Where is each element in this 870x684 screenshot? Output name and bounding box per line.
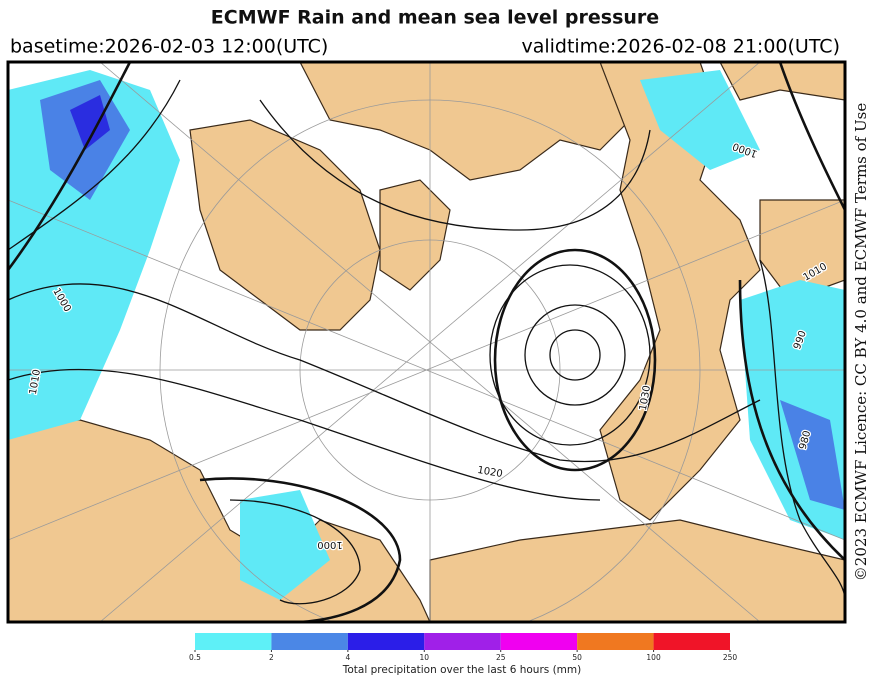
colorbar-tick-label: 2: [269, 653, 274, 662]
rain-area: [640, 70, 760, 170]
colorbar: 0.5 2 4 10 25 50 100 250: [189, 633, 737, 662]
colorbar-segment: [347, 633, 425, 650]
colorbar-tick-label: 100: [646, 653, 661, 662]
colorbar-tick-label: 10: [420, 653, 430, 662]
colorbar-label: Total precipitation over the last 6 hour…: [342, 664, 581, 676]
graticule: [8, 62, 845, 622]
colorbar-segment: [500, 633, 578, 650]
colorbar-tick-label: 50: [572, 653, 582, 662]
colorbar-segment: [195, 633, 272, 650]
colorbar-tick-label: 25: [496, 653, 506, 662]
colorbar-segment: [271, 633, 348, 650]
basetime: basetime:2026-02-03 12:00(UTC): [10, 36, 328, 58]
rain-area: [70, 95, 110, 150]
title: ECMWF Rain and mean sea level pressure: [211, 7, 659, 29]
colorbar-tick-label: 4: [345, 653, 350, 662]
land-islands: [379, 179, 451, 291]
license: ©2023 ECMWF Licence: CC BY 4.0 and ECMWF…: [852, 103, 870, 582]
colorbar-tick-label: 250: [723, 653, 738, 662]
isobars: [8, 62, 845, 622]
land-siberia: [599, 62, 761, 521]
colorbar-segment: [653, 633, 730, 650]
land-alaska: [719, 62, 845, 101]
validtime: validtime:2026-02-08 21:00(UTC): [521, 36, 840, 58]
colorbar-tick-label: 0.5: [189, 653, 201, 662]
land-greenland: [189, 119, 381, 331]
land-russia: [429, 519, 845, 622]
isobar-label: 1000: [317, 539, 342, 550]
colorbar-segment: [424, 633, 501, 650]
map-frame: [6, 60, 847, 624]
rain-area: [240, 490, 330, 600]
rain-area: [780, 400, 845, 510]
colorbar-segment: [577, 633, 654, 650]
